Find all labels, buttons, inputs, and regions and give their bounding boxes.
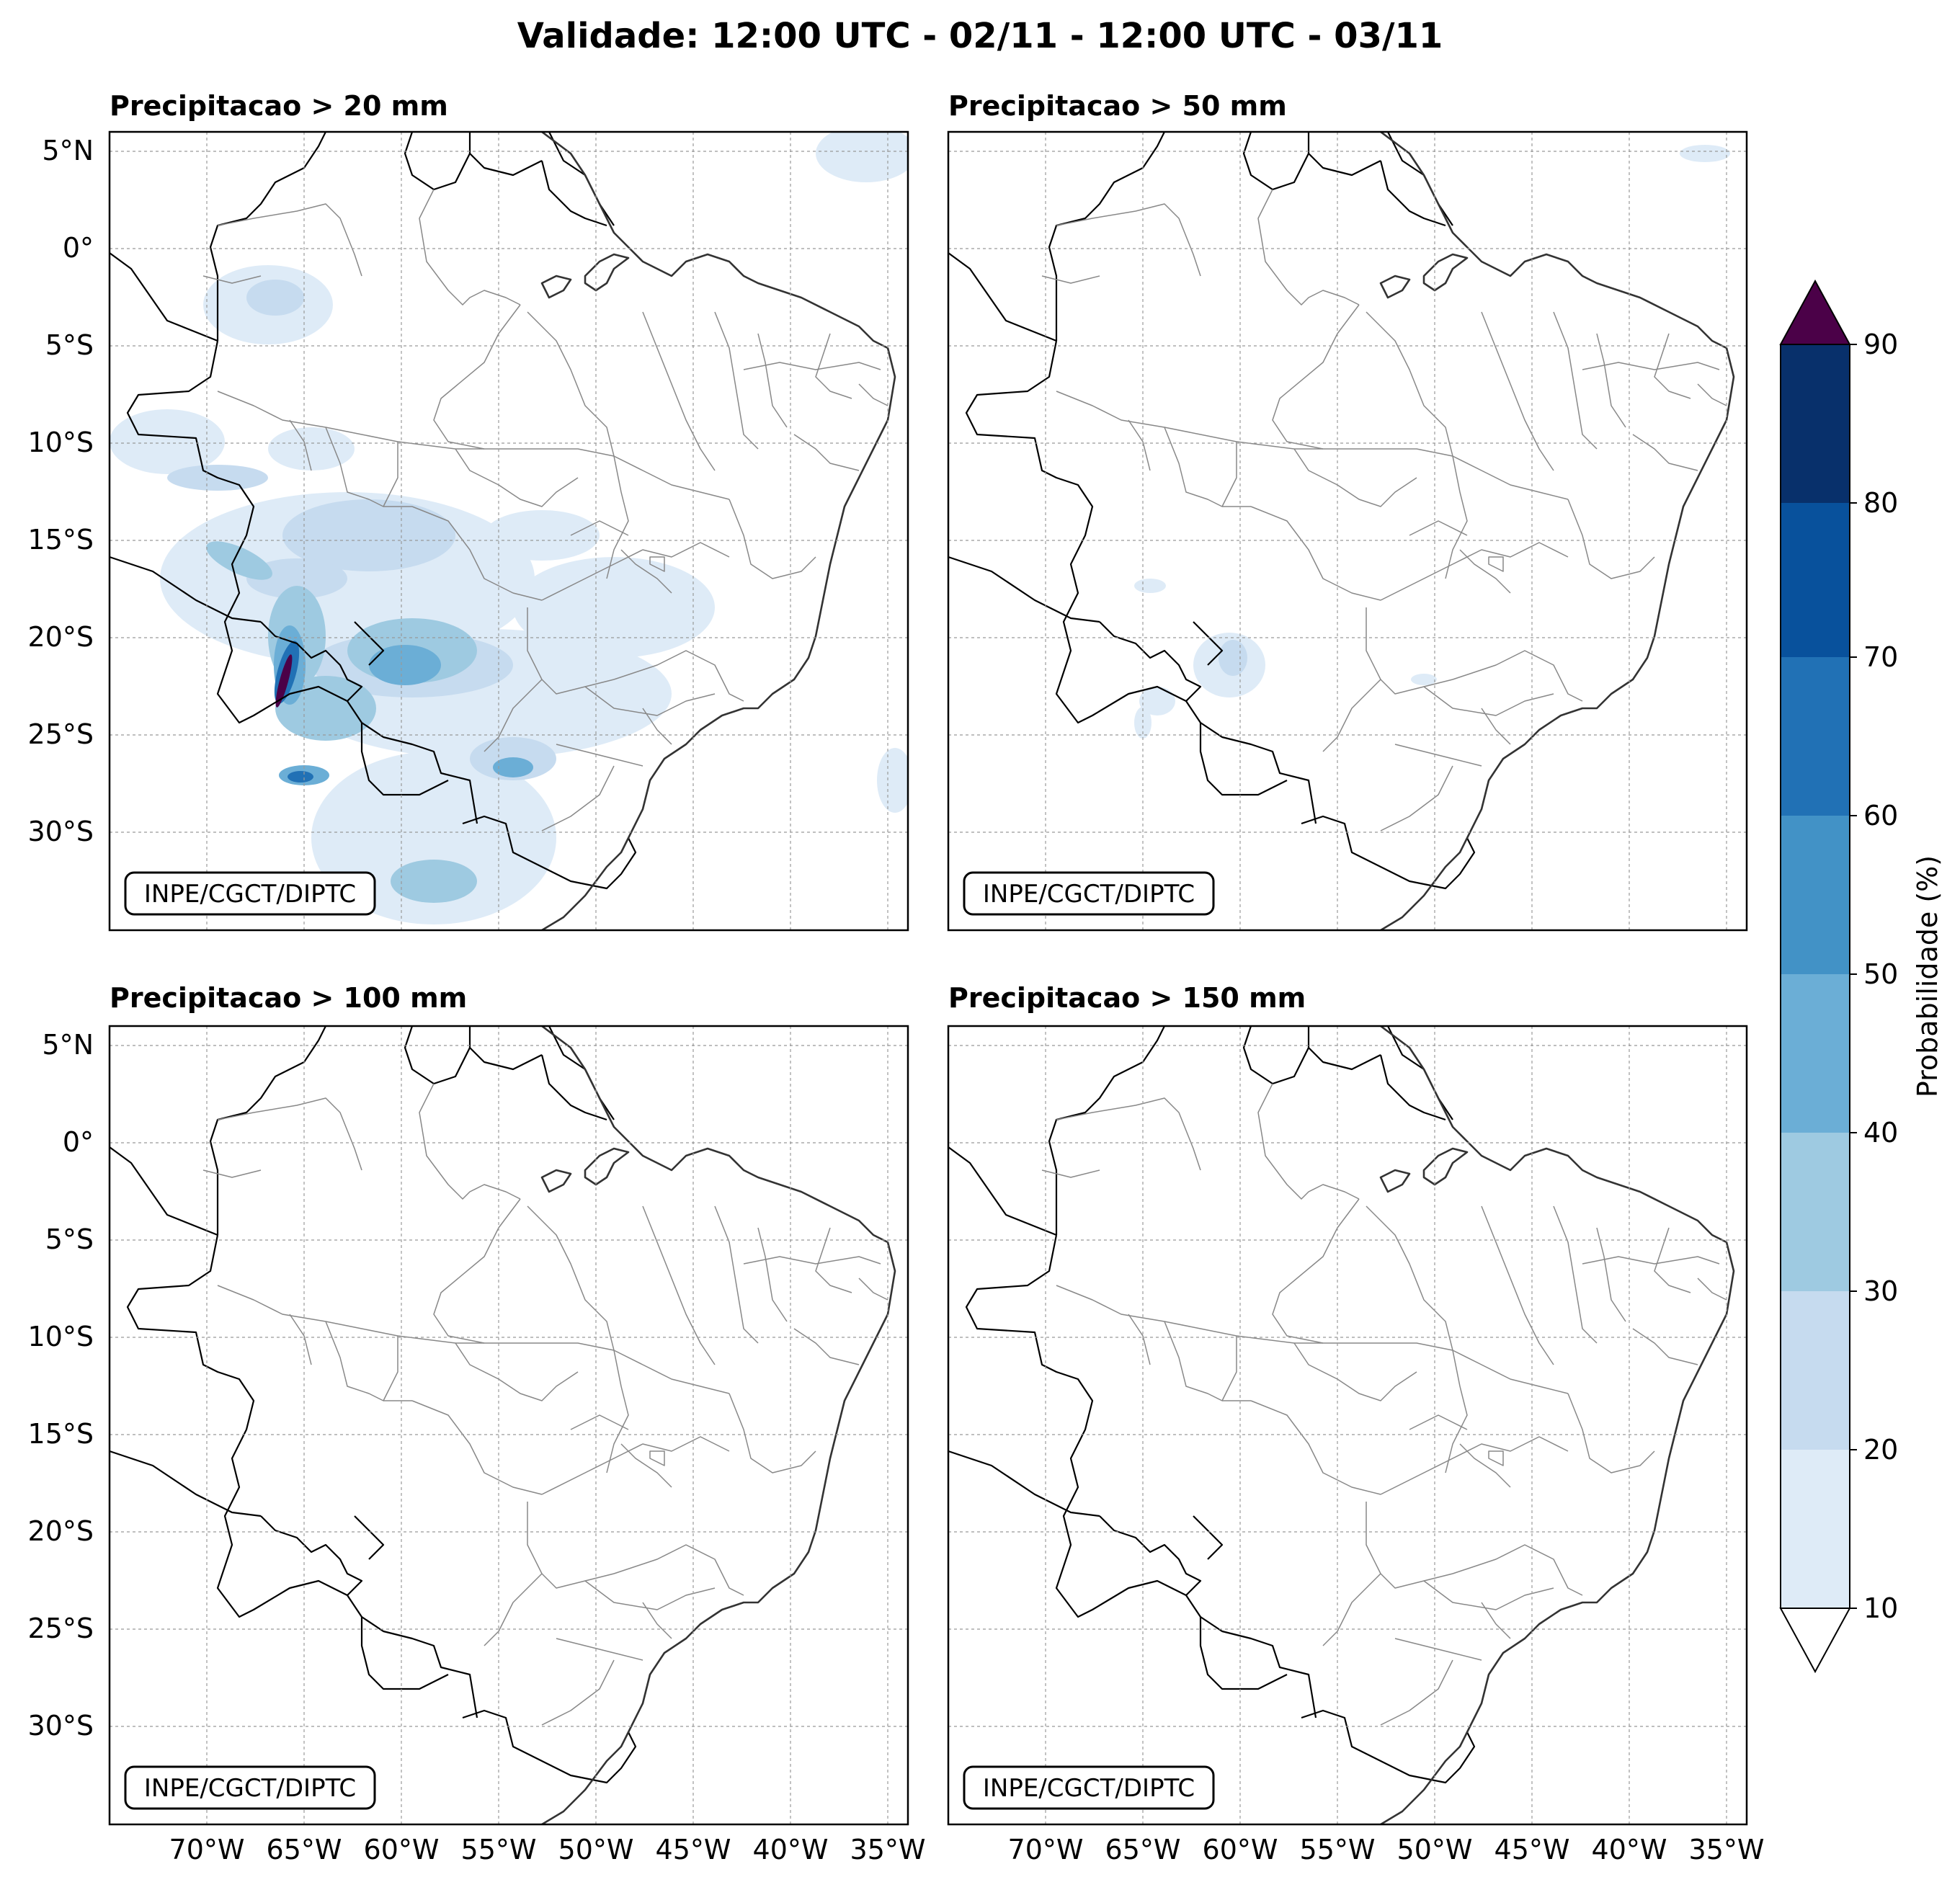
probability-field [1134, 145, 1730, 739]
colorbar-tick-label: 60 [1863, 800, 1898, 832]
panel-50mm: Precipitacao > 50 mm INPE/CGCT/DIPTC [947, 90, 1748, 932]
colorbar-tick-label: 70 [1863, 641, 1898, 673]
lon-labels-right: 70°W 65°W 60°W 55°W 50°W 45°W 40°W 35°W [1008, 1834, 1765, 1865]
lat-tick-label: 30°S [28, 1710, 94, 1742]
lon-tick-label: 40°W [753, 1834, 829, 1865]
lon-tick-label: 55°W [461, 1834, 537, 1865]
lon-tick-label: 35°W [1689, 1834, 1765, 1865]
lon-tick-label: 70°W [169, 1834, 245, 1865]
panel-title: Precipitacao > 50 mm [948, 90, 1287, 122]
figure-title: Validade: 12:00 UTC - 02/11 - 12:00 UTC … [517, 16, 1443, 56]
colorbar-tick-label: 80 [1863, 487, 1898, 519]
lat-tick-label: 25°S [28, 718, 94, 750]
colorbar-segment [1781, 974, 1850, 1133]
lat-tick-label: 0° [63, 232, 94, 264]
colorbar-segment [1781, 1450, 1850, 1608]
lon-tick-label: 45°W [1494, 1834, 1570, 1865]
map-frame [947, 1025, 1748, 1826]
lon-tick-label: 65°W [267, 1834, 342, 1865]
lon-tick-label: 65°W [1105, 1834, 1181, 1865]
colorbar-tick-label: 40 [1863, 1117, 1898, 1149]
panel-100mm: Precipitacao > 100 mm INPE/CGCT/DIPTC [108, 982, 909, 1826]
lat-tick-label: 10°S [28, 1321, 94, 1352]
panel-title: Precipitacao > 150 mm [948, 982, 1306, 1014]
colorbar-segment [1781, 1291, 1850, 1450]
lat-labels-top: 5°N 0° 5°S 10°S 15°S 20°S 25°S 30°S [28, 135, 94, 847]
lat-tick-label: 20°S [28, 621, 94, 653]
lat-tick-label: 15°S [28, 1418, 94, 1450]
lon-labels-left: 70°W 65°W 60°W 55°W 50°W 45°W 40°W 35°W [169, 1834, 926, 1865]
panel-title: Precipitacao > 20 mm [110, 90, 448, 122]
credit-label: INPE/CGCT/DIPTC [983, 1774, 1195, 1803]
colorbar-over-triangle [1779, 279, 1851, 345]
colorbar-label: Probabilidade (%) [1912, 855, 1943, 1097]
colorbar-segment [1781, 1133, 1850, 1291]
lat-tick-label: 5°N [42, 1029, 94, 1061]
lat-tick-label: 20°S [28, 1515, 94, 1547]
lat-tick-label: 5°S [45, 329, 94, 361]
lon-tick-label: 35°W [850, 1834, 926, 1865]
lat-tick-label: 5°S [45, 1223, 94, 1255]
lat-tick-label: 25°S [28, 1613, 94, 1644]
lat-labels-bottom: 5°N 0° 5°S 10°S 15°S 20°S 25°S 30°S [28, 1029, 94, 1742]
lon-tick-label: 60°W [364, 1834, 440, 1865]
colorbar-segment [1781, 657, 1850, 816]
lon-tick-label: 70°W [1008, 1834, 1084, 1865]
lon-tick-label: 50°W [558, 1834, 634, 1865]
lat-tick-label: 30°S [28, 816, 94, 847]
lon-tick-label: 45°W [656, 1834, 731, 1865]
colorbar-segment [1781, 816, 1850, 974]
colorbar: 10 20 30 40 50 60 70 80 90 Probabilidade… [1779, 279, 1943, 1674]
map-frame [947, 130, 1748, 932]
credit-label: INPE/CGCT/DIPTC [983, 880, 1195, 909]
lon-tick-label: 55°W [1300, 1834, 1376, 1865]
credit-label: INPE/CGCT/DIPTC [144, 1774, 356, 1803]
colorbar-segment [1781, 503, 1850, 657]
lat-tick-label: 15°S [28, 524, 94, 556]
colorbar-tick-label: 20 [1863, 1434, 1898, 1466]
colorbar-tick-label: 90 [1863, 329, 1898, 360]
lon-tick-label: 50°W [1397, 1834, 1473, 1865]
credit-label: INPE/CGCT/DIPTC [144, 880, 356, 909]
map-frame [108, 1025, 909, 1826]
panel-20mm: Precipitacao > 20 mm [108, 90, 909, 932]
lat-tick-label: 0° [63, 1126, 94, 1158]
lat-tick-label: 5°N [42, 135, 94, 166]
colorbar-tick-label: 30 [1863, 1275, 1898, 1307]
map-frame [108, 130, 909, 932]
lon-tick-label: 40°W [1592, 1834, 1667, 1865]
colorbar-tick-label: 50 [1863, 958, 1898, 990]
panel-title: Precipitacao > 100 mm [110, 982, 467, 1014]
colorbar-tick-label: 10 [1863, 1592, 1898, 1624]
panel-150mm: Precipitacao > 150 mm INPE/CGCT/DIPTC [947, 982, 1748, 1826]
colorbar-under-triangle [1779, 1608, 1851, 1674]
lat-tick-label: 10°S [28, 427, 94, 458]
lon-tick-label: 60°W [1203, 1834, 1278, 1865]
colorbar-segment [1781, 344, 1850, 503]
probability-field [110, 132, 908, 924]
